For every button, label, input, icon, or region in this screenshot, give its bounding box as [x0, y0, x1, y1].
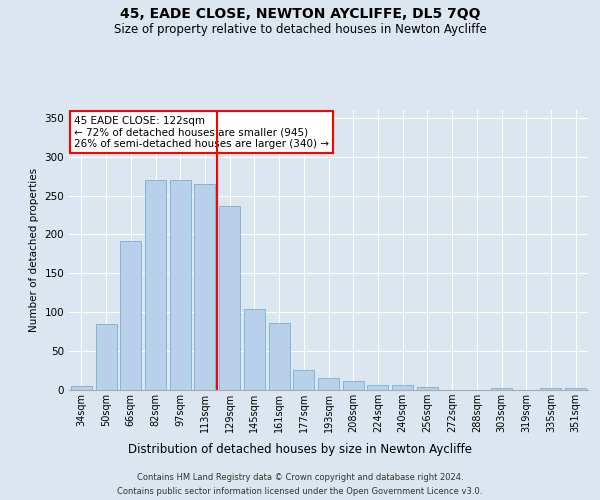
Bar — [244, 309, 265, 390]
Text: Size of property relative to detached houses in Newton Aycliffe: Size of property relative to detached ho… — [113, 22, 487, 36]
Bar — [194, 184, 215, 390]
Y-axis label: Number of detached properties: Number of detached properties — [29, 168, 39, 332]
Bar — [392, 386, 413, 390]
Text: Distribution of detached houses by size in Newton Aycliffe: Distribution of detached houses by size … — [128, 442, 472, 456]
Text: Contains HM Land Registry data © Crown copyright and database right 2024.: Contains HM Land Registry data © Crown c… — [137, 472, 463, 482]
Bar — [417, 387, 438, 390]
Bar — [145, 180, 166, 390]
Bar — [170, 180, 191, 390]
Bar — [120, 240, 141, 390]
Bar — [318, 378, 339, 390]
Bar — [293, 370, 314, 390]
Bar — [541, 388, 562, 390]
Bar — [343, 380, 364, 390]
Bar — [565, 388, 586, 390]
Bar — [219, 206, 240, 390]
Text: Contains public sector information licensed under the Open Government Licence v3: Contains public sector information licen… — [118, 488, 482, 496]
Text: 45 EADE CLOSE: 122sqm
← 72% of detached houses are smaller (945)
26% of semi-det: 45 EADE CLOSE: 122sqm ← 72% of detached … — [74, 116, 329, 149]
Bar — [491, 388, 512, 390]
Bar — [367, 384, 388, 390]
Text: 45, EADE CLOSE, NEWTON AYCLIFFE, DL5 7QQ: 45, EADE CLOSE, NEWTON AYCLIFFE, DL5 7QQ — [120, 8, 480, 22]
Bar — [71, 386, 92, 390]
Bar — [95, 324, 116, 390]
Bar — [269, 323, 290, 390]
